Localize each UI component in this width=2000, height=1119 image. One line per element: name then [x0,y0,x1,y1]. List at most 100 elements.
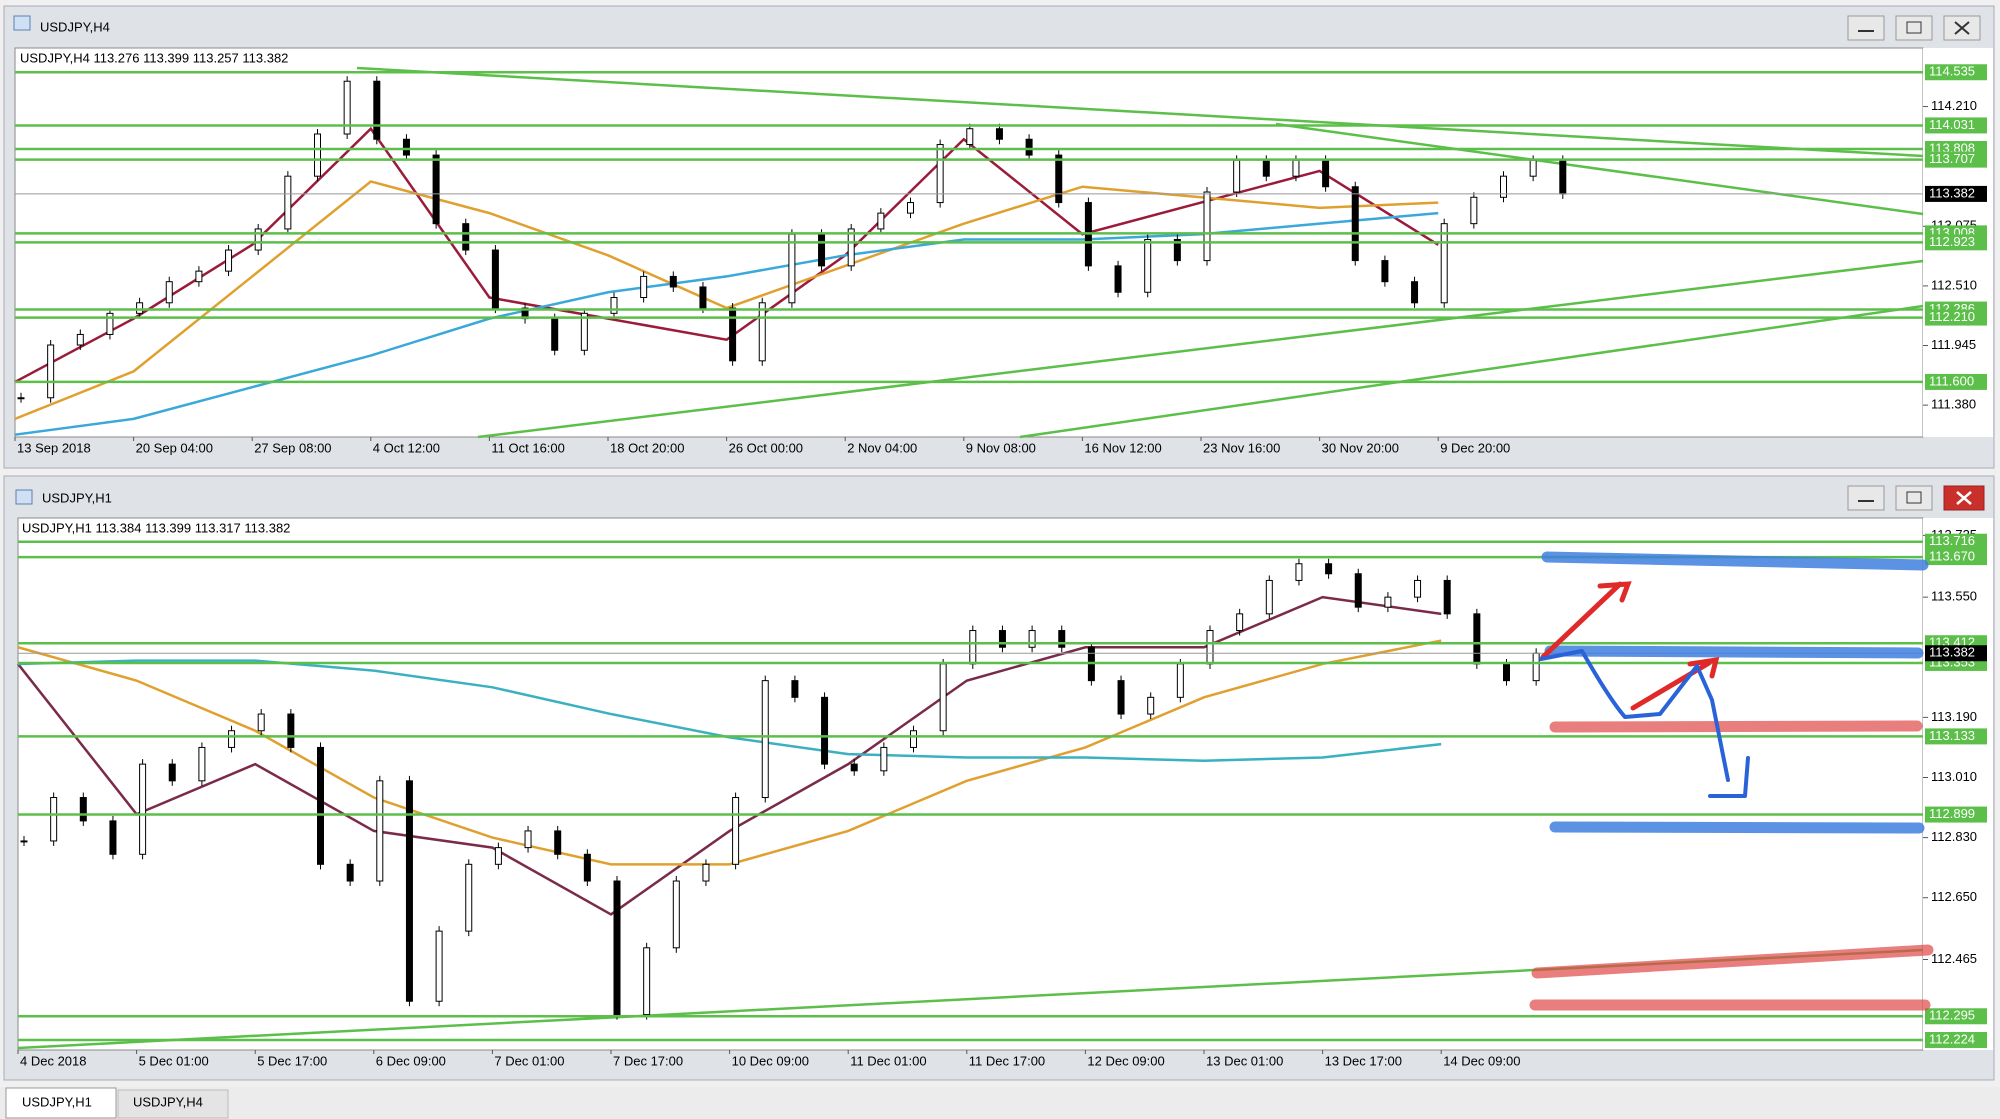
candle [1529,159,1537,177]
arrow-up [1540,581,1632,660]
candle [106,312,114,335]
candle [76,333,84,346]
level-label-bg [1925,117,1987,134]
candle [877,212,885,230]
candle [376,780,384,882]
candle [524,830,532,849]
window-title: USDJPY,H1 [42,490,112,505]
candle [910,730,917,748]
candle [1025,138,1033,156]
level-label-bg [1925,806,1987,823]
candle [405,780,413,1002]
candle [346,863,354,882]
candle [373,80,381,140]
candle [432,154,440,225]
candle [1559,159,1567,195]
candle [1351,186,1359,262]
maximize-button[interactable] [1895,485,1933,511]
candle [966,128,974,146]
y-tick-label: 112.650 [1931,889,1977,904]
window-buttons[interactable] [1847,485,1985,511]
trend-lines [356,66,1924,439]
candle [1262,159,1270,177]
trend-line [356,66,1924,158]
highlight-stroke [1541,551,1929,571]
window-buttons[interactable] [1847,15,1981,41]
tab[interactable] [117,1089,229,1119]
candle [1443,579,1451,615]
candle [995,128,1003,140]
price-axis [1923,518,1993,1050]
y-tick-label: 111.945 [1931,337,1976,352]
level-label: 113.716 [1929,533,1975,548]
x-tick-label: 13 Sep 2018 [17,440,91,455]
candle [20,840,28,843]
icon-box [1906,21,1922,34]
maximize-button[interactable] [1895,15,1933,41]
y-tick-label: 113.190 [1931,709,1977,724]
candle [791,680,799,698]
candle [136,302,144,314]
candle [1381,260,1389,283]
candle [198,746,206,782]
level-label: 112.295 [1929,1008,1975,1023]
candle [195,270,203,283]
candle [50,797,58,842]
y-tick-label: 111.380 [1931,397,1976,412]
tab[interactable] [5,1087,117,1119]
x-tick-label: 2 Nov 04:00 [847,440,917,455]
minimize-button[interactable] [1847,485,1885,511]
candle [435,930,443,1002]
candle [1206,630,1214,665]
window-icon [13,15,31,31]
trend-line [1275,122,1924,216]
highlight-stroke [1549,821,1925,834]
x-tick-label: 5 Dec 01:00 [139,1053,209,1068]
candle [284,175,292,230]
moving-average [14,180,1439,421]
candle [343,80,351,135]
chart-info: USDJPY,H1 113.384 113.399 113.317 113.38… [22,520,290,535]
level-label: 112.224 [1929,1031,1975,1046]
candle [79,797,87,822]
tab-label[interactable]: USDJPY,H1 [22,1094,92,1109]
candle [580,312,588,351]
candle [1233,159,1241,193]
candle [139,763,147,855]
candle [850,763,858,772]
x-tick-label: 4 Oct 12:00 [373,440,440,455]
window-icon [15,489,33,505]
level-label-bg [1925,728,1987,745]
moving-average [14,126,1439,384]
moving-average [17,639,1442,866]
candle [1055,154,1063,204]
candle [494,847,502,865]
level-label-bg [1925,309,1987,326]
x-tick-label: 30 Nov 20:00 [1322,440,1399,455]
level-label-bg [1925,533,1987,550]
candle [1473,613,1481,665]
candle [821,696,829,765]
candle [1292,159,1300,177]
candle [287,713,295,748]
level-label-bg [1925,234,1987,251]
tab-bar [0,1087,2000,1119]
tab-label[interactable]: USDJPY,H4 [133,1094,203,1109]
candle [758,302,766,362]
candle [1203,191,1211,262]
candle [702,863,710,882]
x-tick-label: 9 Dec 20:00 [1440,440,1510,455]
candle [1440,223,1448,304]
candle [1354,573,1362,608]
minimize-button[interactable] [1847,15,1885,41]
candle [314,133,321,177]
candle [254,228,262,251]
candle [1028,630,1036,648]
candle [1414,579,1422,598]
trend-line [477,259,1924,439]
candle [1411,281,1419,304]
highlight-stroke [1544,645,1924,659]
candle [109,820,117,855]
level-label-bg [1925,1031,1987,1048]
